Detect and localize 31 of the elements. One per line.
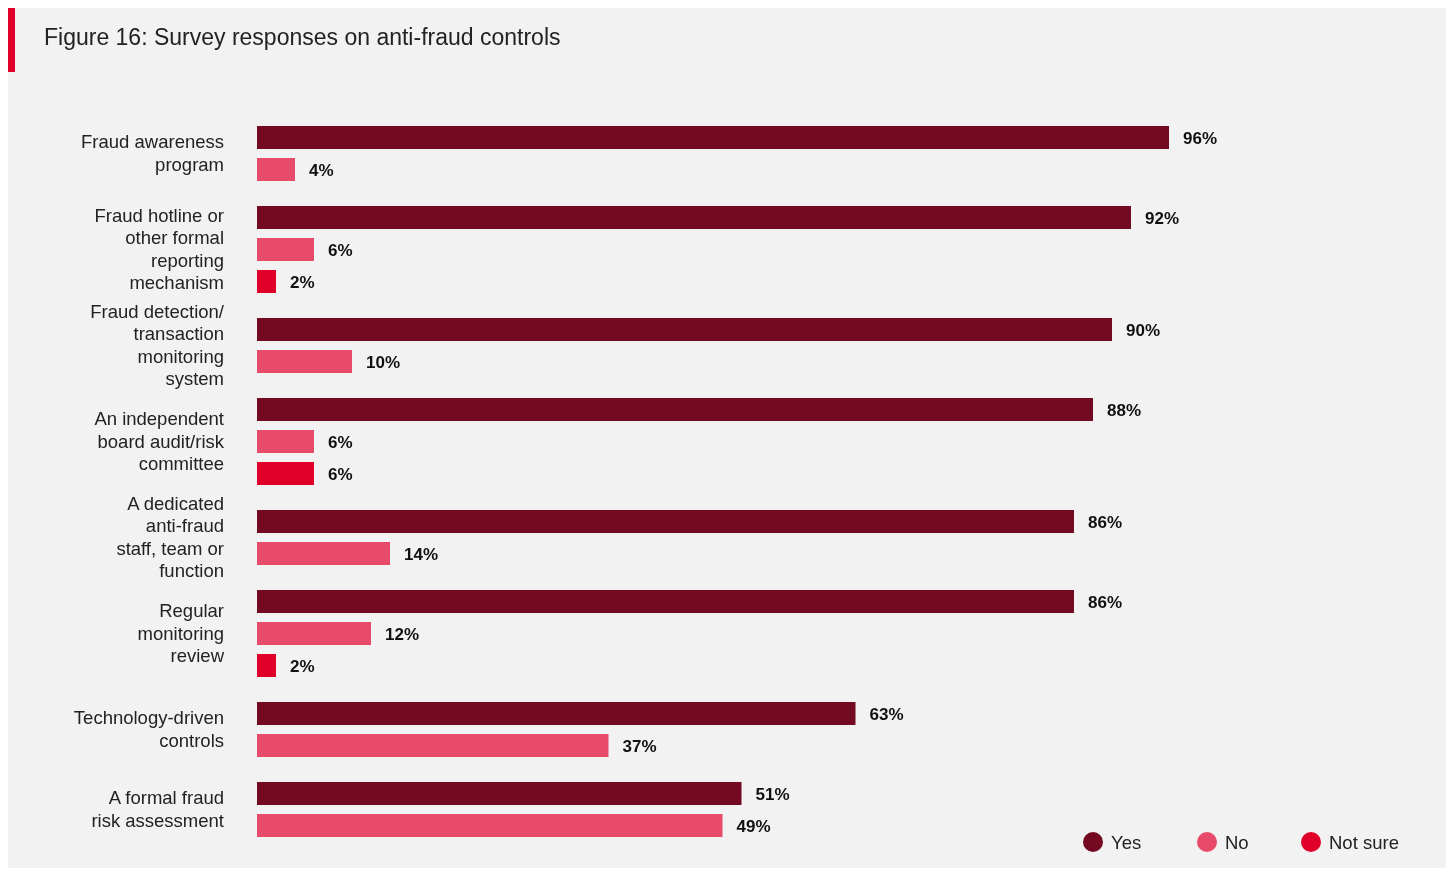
y-tick-label: Fraud awareness program bbox=[81, 131, 224, 175]
legend-label: No bbox=[1225, 832, 1249, 853]
data-label: 86% bbox=[1088, 592, 1123, 612]
data-label: 14% bbox=[404, 544, 439, 564]
data-label: 12% bbox=[385, 624, 420, 644]
data-label: 10% bbox=[366, 352, 401, 372]
data-label: 2% bbox=[290, 272, 315, 292]
y-tick-label: Fraud detection/ transaction monitoring system bbox=[90, 300, 225, 390]
data-label: 6% bbox=[328, 432, 353, 452]
y-tick-label: A dedicated anti-fraud staff, team or function bbox=[116, 492, 224, 582]
y-tick-label: Technology-driven controls bbox=[73, 707, 224, 751]
chart-title: Figure 16: Survey responses on anti-fraud controls bbox=[44, 24, 561, 50]
data-label: 37% bbox=[622, 736, 657, 756]
data-label: 92% bbox=[1145, 208, 1180, 228]
y-tick-label: Regular monitoring review bbox=[137, 600, 225, 666]
data-label: 6% bbox=[328, 464, 353, 484]
legend-label: Yes bbox=[1111, 832, 1142, 853]
data-label: 51% bbox=[755, 784, 790, 804]
data-label: 63% bbox=[869, 704, 904, 724]
y-tick-label: Fraud hotline or other formal reporting mechanism bbox=[94, 204, 224, 294]
data-label: 49% bbox=[736, 816, 771, 836]
y-tick-label: A formal fraud risk assessment bbox=[91, 787, 224, 831]
y-tick-label: An independent board audit/risk committee bbox=[94, 408, 225, 474]
data-label: 88% bbox=[1107, 400, 1142, 420]
data-label: 90% bbox=[1126, 320, 1161, 340]
data-label: 4% bbox=[309, 160, 334, 180]
data-label: 96% bbox=[1183, 128, 1218, 148]
legend-label: Not sure bbox=[1329, 832, 1399, 853]
data-label: 86% bbox=[1088, 512, 1123, 532]
data-label: 6% bbox=[328, 240, 353, 260]
data-label: 2% bbox=[290, 656, 315, 676]
